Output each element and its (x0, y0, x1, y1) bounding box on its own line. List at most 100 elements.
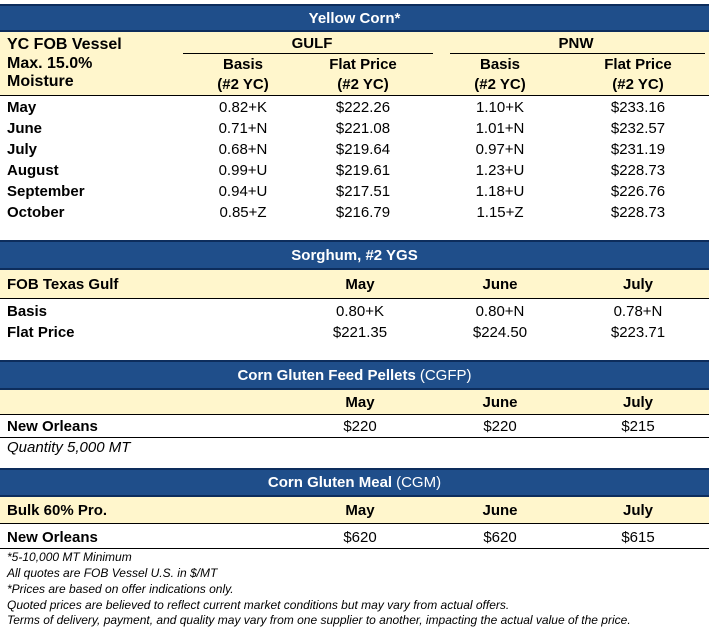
corn-section-header: Yellow Corn* (0, 4, 709, 32)
table-row: Basis 0.80+K 0.80+N 0.78+N (0, 301, 709, 322)
gulf-basis: 0.82+K (219, 99, 267, 116)
cgm-row-divider (0, 548, 709, 549)
gulf-basis: 0.68+N (218, 141, 268, 158)
pnw-basis: 1.15+Z (476, 204, 524, 221)
pnw-flat: $232.57 (610, 120, 666, 137)
table-row: August 0.99+U $219.61 1.23+U $228.73 (0, 160, 709, 181)
corn-header-divider (0, 95, 709, 96)
corn-column-header (0, 32, 709, 95)
month-header: June (482, 276, 518, 293)
pnw-flat: $233.16 (610, 99, 666, 116)
month-header: July (622, 502, 653, 519)
cgfp-abbr: (CGFP) (419, 366, 472, 384)
sorghum-title: Sorghum, #2 YGS (291, 246, 418, 264)
gulf-flat: $219.64 (335, 141, 391, 158)
cgm-value: $620 (483, 529, 517, 546)
gulf-flat: $216.79 (335, 204, 391, 221)
month-header: May (345, 394, 375, 411)
pnw-basis: 1.01+N (475, 120, 525, 137)
row-label: New Orleans (7, 529, 98, 546)
table-row: New Orleans $620 $620 $615 (0, 527, 709, 548)
month-header: June (482, 502, 518, 519)
corn-label-2: Max. 15.0% (7, 55, 93, 72)
gulf-basis: 0.99+U (218, 162, 268, 179)
month-header: July (622, 276, 653, 293)
row-label: Basis (7, 303, 48, 320)
month-label: September (7, 183, 85, 200)
cgfp-value: $220 (343, 418, 377, 435)
gulf-basis-sub: (#2 YC) (217, 75, 269, 93)
cgm-column-header (0, 497, 709, 524)
pnw-basis: 0.97+N (475, 141, 525, 158)
row-label: New Orleans (7, 418, 98, 435)
table-row: September 0.94+U $217.51 1.18+U $226.76 (0, 181, 709, 202)
cgfp-value: $220 (483, 418, 517, 435)
sorghum-flat: $221.35 (332, 324, 388, 341)
corn-label-3: Moisture (7, 73, 74, 90)
pnw-basis-header: Basis (479, 55, 521, 73)
pnw-flat: $226.76 (610, 183, 666, 200)
cgm-value: $615 (621, 529, 655, 546)
month-header: June (482, 394, 518, 411)
pnw-underline (450, 53, 705, 54)
month-label: July (7, 141, 38, 158)
pnw-flat-header: Flat Price (604, 55, 672, 73)
pnw-basis: 1.18+U (475, 183, 525, 200)
month-label: October (7, 204, 65, 221)
gulf-flat: $221.08 (335, 120, 391, 137)
table-row: Flat Price $221.35 $224.50 $223.71 (0, 322, 709, 343)
pnw-basis-sub: (#2 YC) (474, 75, 526, 93)
table-row: June 0.71+N $221.08 1.01+N $232.57 (0, 118, 709, 139)
table-row: July 0.68+N $219.64 0.97+N $231.19 (0, 139, 709, 160)
cgm-value: $620 (343, 529, 377, 546)
gulf-flat: $222.26 (335, 99, 391, 116)
footnote: *5-10,000 MT Minimum (7, 550, 132, 564)
cgfp-column-header (0, 390, 709, 415)
quantity-text: Quantity 5,000 MT (7, 439, 131, 456)
gulf-flat-sub: (#2 YC) (337, 75, 389, 93)
gulf-basis: 0.85+Z (219, 204, 267, 221)
sorghum-basis: 0.78+N (613, 303, 663, 320)
month-label: June (7, 120, 43, 137)
cgfp-quantity: Quantity 5,000 MT (0, 437, 709, 458)
pnw-flat: $228.73 (610, 204, 666, 221)
cgm-label: Bulk 60% Pro. (7, 502, 108, 519)
month-label: August (7, 162, 59, 179)
pnw-basis: 1.23+U (475, 162, 525, 179)
month-label: May (7, 99, 37, 116)
sorghum-label: FOB Texas Gulf (7, 276, 119, 293)
month-header: July (622, 394, 653, 411)
pnw-flat: $228.73 (610, 162, 666, 179)
month-header: May (345, 502, 375, 519)
sorghum-basis: 0.80+N (475, 303, 525, 320)
gulf-flat: $217.51 (335, 183, 391, 200)
cgfp-section-header: Corn Gluten Feed Pellets (CGFP) (0, 360, 709, 390)
footnote: Terms of delivery, payment, and quality … (7, 613, 631, 627)
gulf-basis: 0.71+N (218, 120, 268, 137)
pnw-basis: 1.10+K (476, 99, 524, 116)
corn-label-1: YC FOB Vessel (7, 36, 122, 53)
pnw-flat: $231.19 (610, 141, 666, 158)
gulf-header: GULF (291, 34, 333, 52)
footnote: Quoted prices are believed to reflect cu… (7, 598, 510, 612)
cgfp-title: Corn Gluten Feed Pellets (237, 366, 416, 384)
sorghum-flat: $224.50 (472, 324, 528, 341)
sorghum-flat: $223.71 (610, 324, 666, 341)
sorghum-section-header: Sorghum, #2 YGS (0, 240, 709, 270)
pnw-header: PNW (558, 34, 594, 52)
gulf-basis-header: Basis (222, 55, 264, 73)
cgm-abbr: (CGM) (396, 474, 442, 491)
cgfp-header-row: May June July (0, 392, 709, 413)
footnote: All quotes are FOB Vessel U.S. in $/MT (7, 566, 218, 580)
gulf-basis: 0.94+U (218, 183, 268, 200)
gulf-flat: $219.61 (335, 162, 391, 179)
cgfp-row-divider (0, 437, 709, 438)
table-row: May 0.82+K $222.26 1.10+K $233.16 (0, 97, 709, 118)
gulf-underline (183, 53, 433, 54)
sorghum-header-row: FOB Texas Gulf May June July (0, 274, 709, 295)
cgm-header-row: Bulk 60% Pro. May June July (0, 500, 709, 521)
footnote: *Prices are based on offer indications o… (7, 582, 234, 596)
gulf-flat-header: Flat Price (329, 55, 397, 73)
cgm-section-header: Corn Gluten Meal (CGM) (0, 468, 709, 497)
sorghum-basis: 0.80+K (336, 303, 384, 320)
